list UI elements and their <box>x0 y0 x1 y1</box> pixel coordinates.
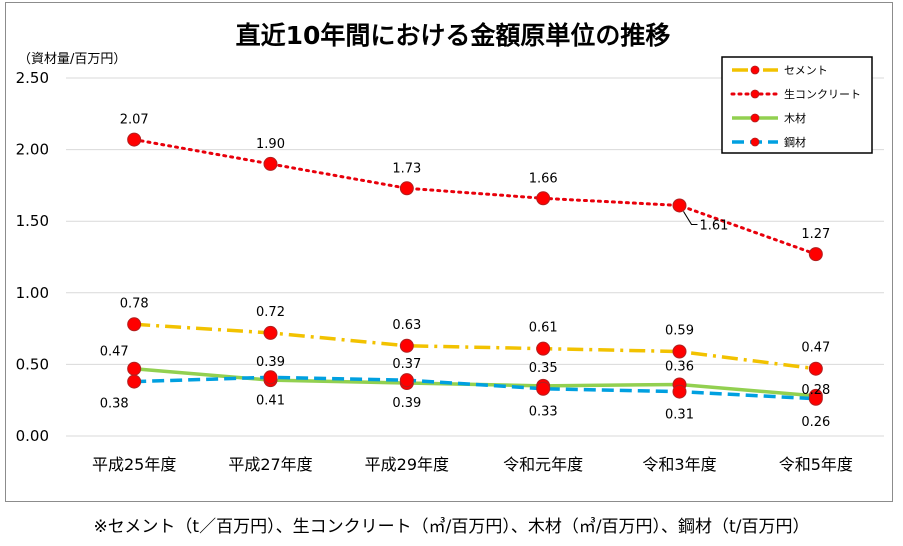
legend-marker <box>750 137 760 147</box>
x-category-label: 令和3年度 <box>642 455 716 474</box>
legend-marker <box>750 113 760 123</box>
footnote: ※セメント（t／百万円）、生コンクリート（㎥/百万円）、木材（㎥/百万円）、鋼材… <box>93 517 810 537</box>
data-point <box>263 156 278 171</box>
label-leader-line <box>683 211 698 225</box>
data-point <box>672 384 687 399</box>
data-point <box>536 381 551 396</box>
legend-label: 木材 <box>784 111 806 125</box>
data-point <box>399 373 414 388</box>
data-label: 2.07 <box>120 113 149 128</box>
legend-label: セメント <box>784 64 828 77</box>
data-label: 0.36 <box>665 359 694 374</box>
data-label: 0.39 <box>392 396 421 411</box>
y-tick-label: 1.00 <box>16 284 49 302</box>
y-tick-label: 0.00 <box>16 427 49 445</box>
y-tick-label: 1.50 <box>16 212 49 230</box>
legend-label: 生コンクリート <box>784 87 861 101</box>
data-point <box>672 198 687 213</box>
data-label: 0.31 <box>665 408 694 423</box>
series-lines <box>127 132 823 406</box>
data-labels: 2.07 1.90 1.73 1.66 1.27 1.61 0.78 0.72 0.63 0.61… <box>100 113 831 430</box>
y-tick-label: 2.00 <box>16 141 49 159</box>
series-1 <box>127 132 823 262</box>
series-3 <box>127 370 823 406</box>
y-axis-ticks: 0.00 0.50 1.00 1.50 2.00 2.50 <box>16 69 49 445</box>
data-label: 0.59 <box>665 324 694 339</box>
data-label: 0.39 <box>256 355 285 370</box>
data-point <box>536 191 551 206</box>
data-label: 1.66 <box>529 171 558 186</box>
data-label: 1.90 <box>256 137 285 152</box>
legend-box <box>721 56 873 154</box>
data-label: 0.47 <box>100 345 129 360</box>
data-label: 1.61 <box>700 218 729 233</box>
data-label: 0.35 <box>529 361 558 376</box>
data-point <box>808 391 823 406</box>
data-point <box>263 325 278 340</box>
data-point <box>127 132 142 147</box>
data-point <box>399 338 414 353</box>
series-line <box>132 138 818 256</box>
data-point <box>127 317 142 332</box>
line-chart: 直近10年間における金額原単位の推移 （資材量/百万円） 0.00 0.50 1.0… <box>16 21 884 474</box>
data-point <box>399 181 414 196</box>
y-tick-label: 0.50 <box>16 355 49 373</box>
data-point <box>263 370 278 385</box>
data-label: 1.73 <box>392 161 421 176</box>
data-label: 0.72 <box>256 305 285 320</box>
data-label: 0.63 <box>392 318 421 333</box>
data-label: 0.47 <box>801 341 830 356</box>
legend-marker <box>750 65 760 75</box>
x-category-label: 平成29年度 <box>365 455 449 474</box>
data-label: 0.37 <box>392 357 421 372</box>
data-label: 1.27 <box>801 227 830 242</box>
data-label: 0.61 <box>529 321 558 336</box>
data-label: 0.38 <box>100 397 129 412</box>
data-label: 0.78 <box>120 296 149 311</box>
x-category-label: 令和元年度 <box>503 455 583 474</box>
series-line <box>134 375 816 401</box>
x-category-label: 平成25年度 <box>92 455 176 474</box>
data-point <box>127 374 142 389</box>
series-line <box>134 322 817 371</box>
chart-title: 直近10年間における金額原単位の推移 <box>236 21 671 50</box>
data-label: 0.28 <box>801 383 830 398</box>
data-point <box>808 361 823 376</box>
legend-marker <box>750 89 760 99</box>
series-2 <box>127 361 823 403</box>
data-point <box>672 344 687 359</box>
data-label: 0.41 <box>256 393 285 408</box>
series-0 <box>127 317 823 376</box>
y-axis-label: （資材量/百万円） <box>18 52 126 67</box>
x-category-label: 令和5年度 <box>779 455 853 474</box>
data-label: 0.26 <box>801 415 830 430</box>
data-point <box>127 361 142 376</box>
x-axis-categories: 平成25年度 平成27年度 平成29年度 令和元年度 令和3年度 令和5年度 <box>92 455 853 474</box>
data-point <box>808 247 823 262</box>
data-point <box>536 341 551 356</box>
data-label: 0.33 <box>529 405 558 420</box>
legend-label: 鋼材 <box>784 135 806 149</box>
x-category-label: 平成27年度 <box>228 455 312 474</box>
y-tick-label: 2.50 <box>16 69 49 87</box>
